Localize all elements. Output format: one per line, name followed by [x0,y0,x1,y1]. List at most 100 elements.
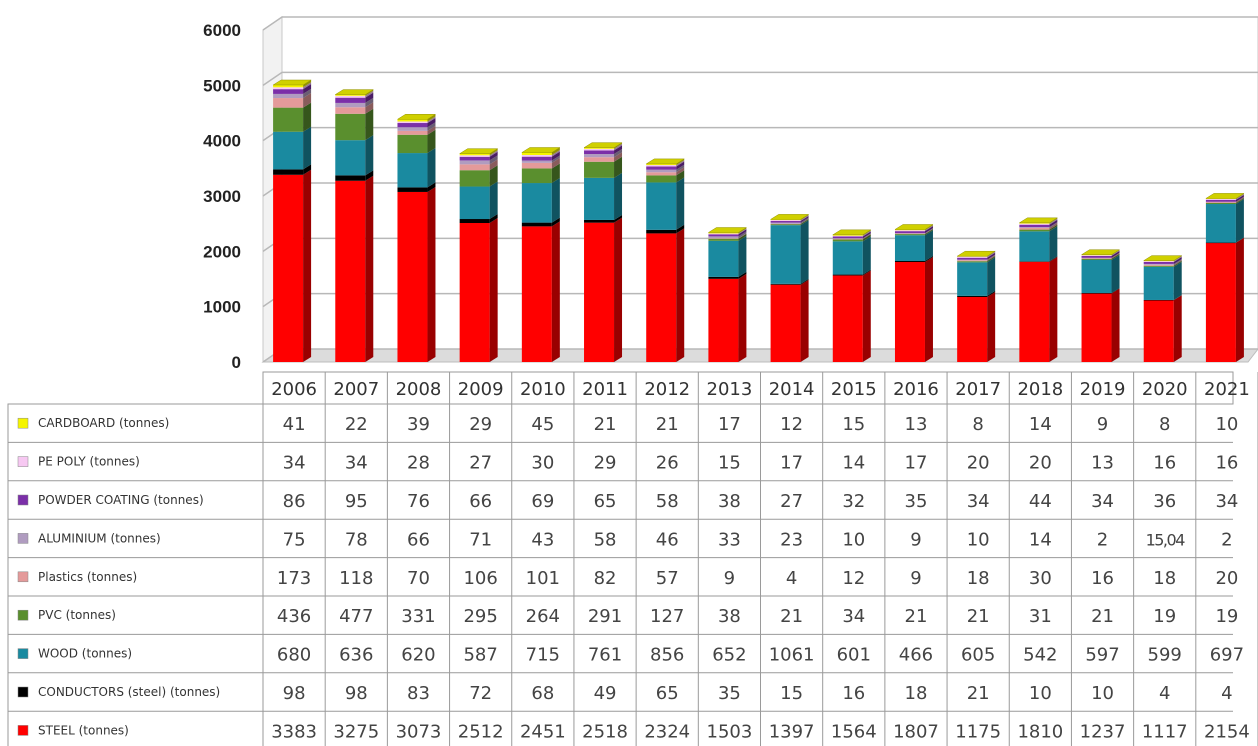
bar-segment [1019,222,1058,228]
bar-segment [459,165,498,187]
table-cell: 71 [469,529,492,550]
legend-label: WOOD (tonnes) [38,647,132,661]
bar-segment [957,251,996,258]
bar-segment [584,214,623,223]
bar-segment [521,147,560,155]
table-cell: 14 [1029,414,1052,435]
table-cell: 58 [594,529,617,550]
table-cell: 118 [339,568,373,589]
bar-top [1142,255,1183,261]
bar-top [583,142,623,148]
table-cell: 620 [401,645,435,666]
bar-segment [521,149,560,157]
x-tick-label: 2015 [831,379,877,400]
table-cell: 18 [1153,568,1176,589]
bar-segment [646,167,685,176]
bar-segment [646,161,685,170]
table-cell: 30 [1029,568,1052,589]
bar-segment [459,150,498,157]
table-cell: 19 [1153,606,1176,627]
bar-segment [1019,218,1058,225]
x-tick-label: 2020 [1142,379,1188,400]
bar-segment [584,143,623,151]
table-cell: 72 [469,683,492,704]
table-cell: 15,04 [1146,530,1186,549]
bar-segment [770,217,809,224]
table-cell: 10 [1215,414,1238,435]
bar-segment [708,233,747,239]
bar-segment [832,231,871,239]
table-cell: 70 [407,568,430,589]
bar-segment [770,215,809,222]
bar-top [396,114,437,120]
bar-segment [584,152,623,162]
table-cell: 9 [910,568,921,589]
bar-segment [335,102,374,114]
table-cell: 9 [724,568,735,589]
bar-segment [1143,261,1182,300]
bar-segment [1081,253,1120,260]
bar-segment [894,228,933,234]
table-cell: 1175 [955,721,1001,742]
bar-top [458,148,499,154]
table-cell: 58 [656,491,679,512]
bar-segment [335,175,374,362]
table-cell: 1503 [707,721,753,742]
table-cell: 21 [905,606,928,627]
table-cell: 19 [1215,606,1238,627]
bar-segment [708,233,747,241]
table-cell: 32 [842,491,865,512]
bar-segment [1143,256,1182,264]
bar-segment [1081,287,1120,294]
table-cell: 331 [401,606,435,627]
bar-segment [1019,219,1058,228]
x-tick-label: 2019 [1080,379,1126,400]
bar-segment [1143,256,1182,262]
table-cell: 106 [463,568,497,589]
table-cell: 39 [407,414,430,435]
table-cell: 16 [1091,568,1114,589]
bar-segment [273,126,312,170]
bar-segment [646,177,685,230]
table-cell: 856 [650,645,684,666]
table-cell: 69 [531,491,554,512]
bar-segment [957,291,996,362]
bar-top [1205,193,1245,199]
x-tick-label: 2008 [396,379,442,400]
bar-segment [708,235,747,277]
table-cell: 3383 [271,721,317,742]
y-tick-label: 0 [232,353,241,372]
bar-segment [646,170,685,183]
bar-segment [584,217,623,362]
legend-swatch [17,609,29,621]
table-cell: 597 [1085,645,1119,666]
bar-segment [335,97,374,108]
legend-swatch [17,648,29,659]
table-cell: 38 [718,491,741,512]
bar-segment [459,181,498,220]
bar-top [272,79,312,86]
bars [272,79,1245,362]
bar-segment [894,225,933,232]
table-cell: 21 [1091,606,1114,627]
bar-segment [646,164,685,173]
legend-swatch [17,533,29,544]
bar-segment [397,186,436,362]
bar-segment [273,80,312,88]
table-cell: 34 [1215,491,1238,512]
legend-swatch [17,456,29,467]
x-tick-label: 2017 [955,379,1001,400]
bar-segment [1143,260,1182,267]
bar-segment [1081,252,1120,259]
x-tick-label: 2013 [707,379,753,400]
table-cell: 9 [910,529,921,550]
bar-top [645,158,686,165]
x-tick-label: 2016 [893,379,939,400]
bar-segment [397,116,436,124]
bar-segment [1205,196,1244,203]
legend-label: ALUMINIUM (tonnes) [38,531,161,545]
table-cell: 291 [588,606,622,627]
table-cell: 15 [842,414,865,435]
table-cell: 4 [1159,683,1170,704]
